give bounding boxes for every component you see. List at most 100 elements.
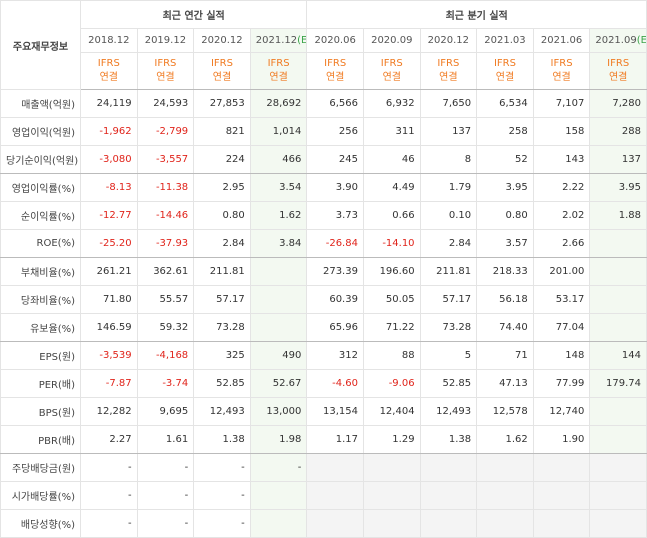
value-cell: 28,692 (249, 89, 308, 118)
value-cell: 2.22 (532, 173, 591, 202)
value-cell: 261.21 (80, 257, 138, 286)
value-cell: 24,593 (136, 89, 195, 118)
basis: 연결 (439, 72, 458, 83)
value-cell: 3.84 (249, 229, 308, 258)
standard: IFRS (210, 58, 233, 69)
group-row: 주요재무정보 최근 연간 실적 최근 분기 실적 (0, 0, 647, 90)
value-cell: 3.90 (306, 173, 364, 202)
period-header: 2021.03 (476, 28, 534, 53)
value-cell (306, 453, 364, 482)
data-row: 시가배당률(%) - - - (0, 481, 647, 510)
value-cell: -37.93 (136, 229, 195, 258)
row-label: 당기순이익(억원) (0, 145, 81, 174)
value-cell: 245 (306, 145, 364, 174)
value-cell: 56.18 (476, 285, 534, 314)
value-cell (532, 481, 591, 510)
value-cell: 2.27 (80, 425, 138, 454)
basis: 연결 (382, 72, 401, 83)
value-cell (476, 453, 534, 482)
value-cell: 73.28 (419, 313, 478, 342)
value-cell: -1,962 (80, 117, 138, 146)
value-cell: 490 (249, 341, 308, 370)
value-cell: 211.81 (419, 257, 478, 286)
data-row: BPS(원) 12,282 9,695 12,493 13,000 13,154 12,40… (0, 397, 647, 426)
value-cell: 1.79 (419, 173, 478, 202)
value-cell: 821 (193, 117, 251, 146)
row-label: 시가배당률(%) (0, 481, 81, 510)
value-cell: 2.02 (532, 201, 591, 230)
standard: IFRS (607, 58, 630, 69)
value-cell: 3.57 (476, 229, 534, 258)
value-cell: 57.17 (193, 285, 251, 314)
value-cell: 3.95 (589, 173, 647, 202)
row-label: PER(배) (0, 369, 81, 398)
value-cell: 211.81 (193, 257, 251, 286)
value-cell: 6,932 (362, 89, 421, 118)
value-cell: 1.88 (589, 201, 647, 230)
data-row: PER(배) -7.87 -3.74 52.85 52.67 -4.60 -9.06 52.8… (0, 369, 647, 398)
value-cell: 1,014 (249, 117, 308, 146)
standard-header: IFRS 연결 (419, 52, 478, 90)
value-cell: 27,853 (193, 89, 251, 118)
value-cell (249, 285, 308, 314)
value-cell: - (193, 509, 251, 538)
estimate-mark: (E) (297, 35, 307, 46)
value-cell: 0.66 (362, 201, 421, 230)
value-cell: 5 (419, 341, 478, 370)
value-cell: 47.13 (476, 369, 534, 398)
row-label: 부채비율(%) (0, 257, 81, 286)
value-cell (249, 481, 308, 510)
value-cell (589, 397, 647, 426)
value-cell: - (193, 453, 251, 482)
group-label: 최근 분기 실적 (306, 0, 647, 29)
value-cell: 137 (419, 117, 478, 146)
standard: IFRS (493, 58, 516, 69)
value-cell (362, 481, 421, 510)
value-cell: 312 (306, 341, 364, 370)
data-row: 부채비율(%) 261.21 362.61 211.81 273.39 196.60 211… (0, 257, 647, 286)
value-cell: 52.67 (249, 369, 308, 398)
basis: 연결 (608, 72, 628, 83)
value-cell: 2.66 (532, 229, 591, 258)
corner-label: 주요재무정보 (0, 0, 81, 90)
data-row: ROE(%) -25.20 -37.93 2.84 3.84 -26.84 -14.10 2.… (0, 229, 647, 258)
value-cell: 137 (589, 145, 647, 174)
value-cell: 1.38 (193, 425, 251, 454)
value-cell: -2,799 (136, 117, 195, 146)
standard-header: IFRS 연결 (136, 52, 195, 90)
value-cell: 144 (589, 341, 647, 370)
basis: 연결 (495, 72, 515, 83)
row-label: 매출액(억원) (0, 89, 81, 118)
data-row: 주당배당금(원) - - - - (0, 453, 647, 482)
standard-header: IFRS 연결 (80, 52, 138, 90)
value-cell (306, 481, 364, 510)
value-cell: 179.74 (589, 369, 647, 398)
value-cell: 7,107 (532, 89, 591, 118)
value-cell: - (193, 481, 251, 510)
value-cell (589, 453, 647, 482)
value-cell (419, 453, 478, 482)
value-cell: -4.60 (306, 369, 364, 398)
value-cell (589, 481, 647, 510)
value-cell: 52 (476, 145, 534, 174)
value-cell: - (80, 481, 138, 510)
basis: 연결 (325, 72, 345, 83)
estimate-mark: (E) (636, 35, 647, 46)
value-cell: 12,740 (532, 397, 591, 426)
value-cell: - (136, 481, 195, 510)
value-cell: 71 (476, 341, 534, 370)
value-cell: 2.84 (419, 229, 478, 258)
group-label: 최근 연간 실적 (79, 0, 308, 29)
value-cell (362, 453, 421, 482)
value-cell (532, 509, 591, 538)
value-cell: 77.99 (532, 369, 591, 398)
value-cell: 1.98 (249, 425, 308, 454)
value-cell: 362.61 (136, 257, 195, 286)
standard: IFRS (550, 58, 573, 69)
value-cell: 7,280 (589, 89, 647, 118)
value-cell: 24,119 (80, 89, 138, 118)
value-cell: 196.60 (362, 257, 421, 286)
value-cell: 288 (589, 117, 647, 146)
value-cell: 0.80 (193, 201, 251, 230)
